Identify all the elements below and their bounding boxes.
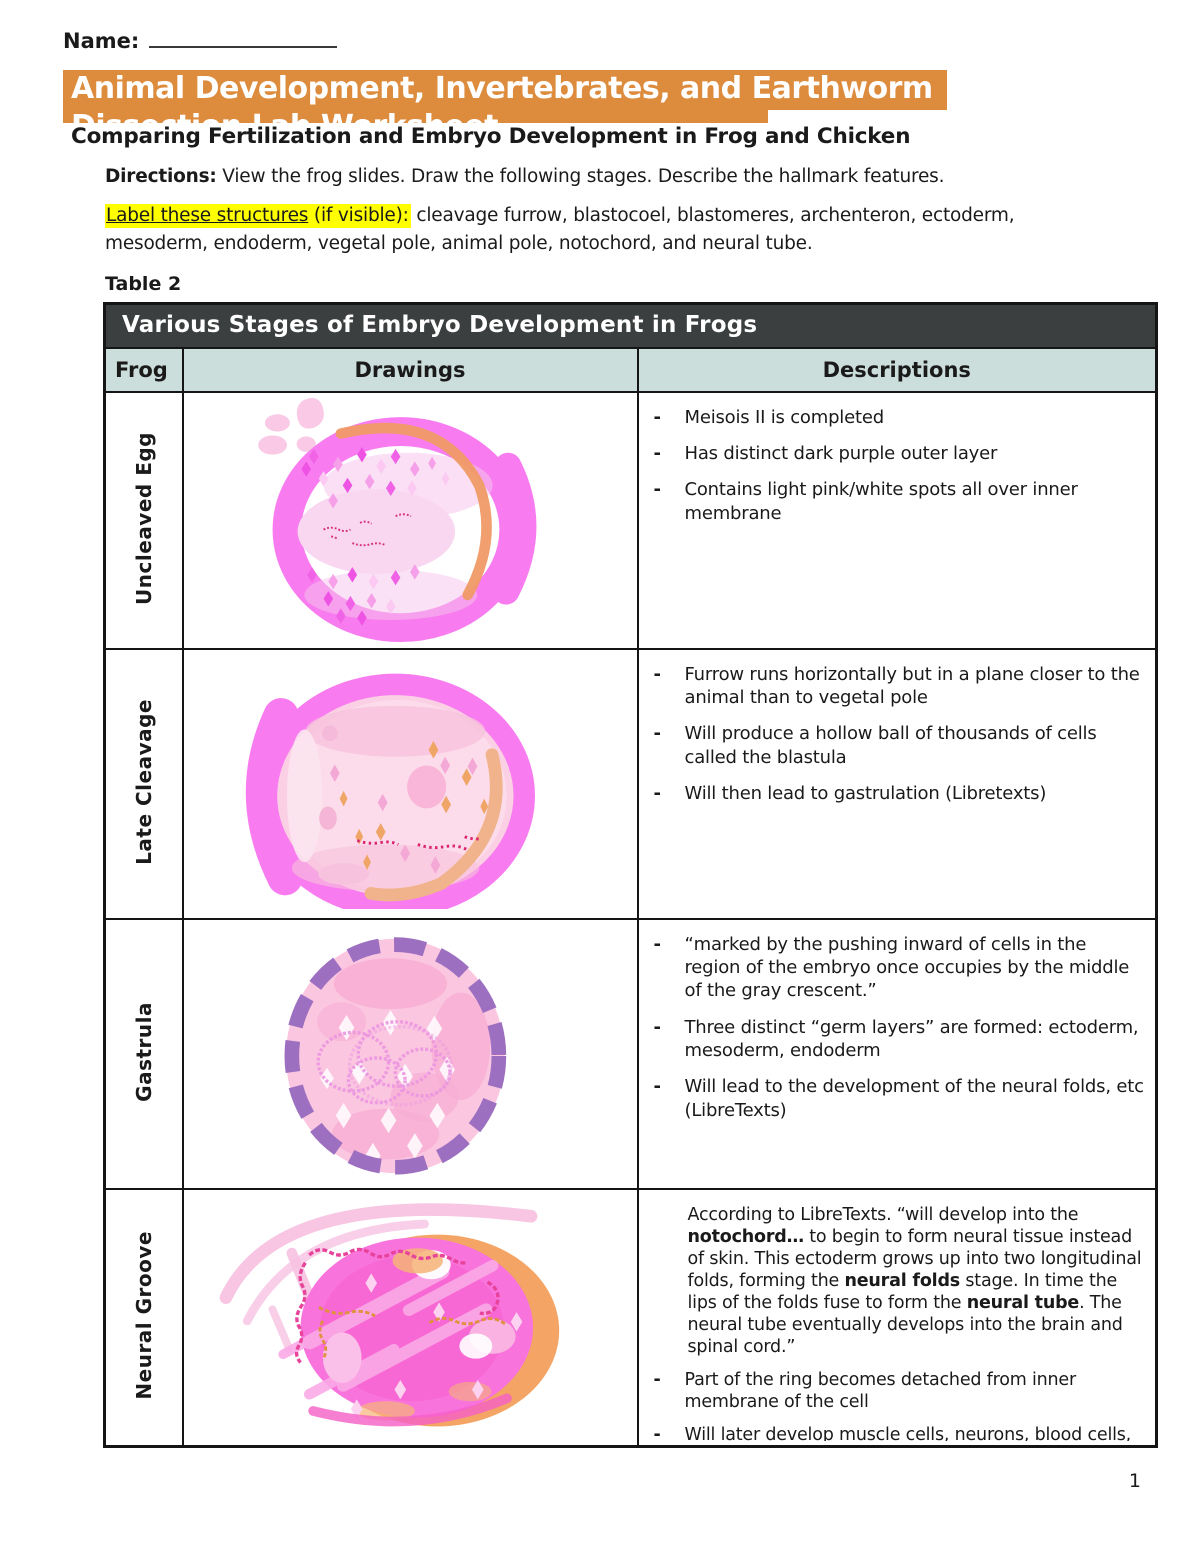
description-bullet: - Will produce a hollow ball of thousands… [653, 723, 1097, 768]
row-label-neural-groove: Neural Groove [131, 1230, 156, 1400]
neural-groove-paragraph: According to LibreTexts. “will develop i… [687, 1204, 1142, 1357]
table-caption: Table 2 [105, 272, 182, 295]
gastrula-white-diamonds [320, 1009, 455, 1168]
uncleaved-egg-drawing [258, 398, 537, 643]
description-bullet: - Meisois II is completed [653, 406, 885, 428]
label-structures-underlined: Label these structures [106, 205, 309, 226]
description-bullet: - Will lead to the development of the neu… [653, 1076, 1145, 1121]
cleavage-scribble-dots [356, 834, 481, 851]
directions-label: Directions: [105, 166, 217, 187]
gastrula-scribble-rings [316, 1019, 453, 1106]
gastrula-drawing [284, 936, 507, 1175]
main-title-line2-clipped: Dissection Lab Worksheet [63, 110, 768, 123]
page-number: 1 [1128, 1470, 1141, 1492]
cleavage-specks-pink [329, 756, 478, 874]
structures-list-text: cleavage furrow, blastocoel, blastomeres… [105, 205, 1015, 254]
directions-line: Directions: View the frog slides. Draw t… [105, 166, 1155, 187]
neural-groove-drawing [219, 1203, 560, 1427]
name-label: Name: [63, 29, 140, 53]
late-cleavage-drawing [245, 673, 535, 909]
description-bullet: - Will later develop muscle cells, neuron… [653, 1424, 1132, 1441]
egg-spots-upper [301, 446, 450, 509]
directions-text: View the frog slides. Draw the following… [216, 166, 945, 187]
description-bullet: - Contains light pink/white spots all ove… [653, 479, 1078, 524]
row-label-gastrula: Gastrula [131, 1001, 156, 1102]
egg-center-scribbles [323, 513, 412, 547]
neural-diamonds [350, 1273, 523, 1419]
description-bullet: - Furrow runs horizontally but in a plane… [653, 663, 1140, 708]
yellow-highlight: Label these structures (if visible): [105, 204, 411, 228]
main-title-line1: Animal Development, Invertebrates, and E… [63, 70, 947, 110]
column-header-frog: Frog [103, 346, 184, 393]
table-row: Neural Groove [103, 1187, 1158, 1448]
neural-crayon-orange [318, 1306, 506, 1361]
name-blank-line[interactable] [149, 28, 338, 48]
egg-spots-lower [307, 564, 420, 626]
column-header-descriptions: Descriptions [636, 346, 1158, 393]
name-field-row: Name: [63, 28, 1155, 58]
table-row: Gastrula [103, 917, 1158, 1190]
label-structures-paragraph: Label these structures (if visible): cle… [105, 202, 1110, 258]
row-label-late-cleavage: Late Cleavage [131, 698, 156, 865]
main-title: Animal Development, Invertebrates, and E… [63, 70, 1155, 123]
description-bullet: - Three distinct “germ layers” are formed… [653, 1016, 1139, 1062]
table-header-row: Frog Drawings Descriptions [103, 346, 1158, 393]
neural-crayon-pink [294, 1247, 500, 1364]
row-label-uncleaved-egg: Uncleaved Egg [131, 431, 156, 605]
section-subtitle: Comparing Fertilization and Embryo Devel… [71, 124, 919, 149]
column-header-drawings: Drawings [181, 346, 639, 393]
description-bullet: - Part of the ring becomes detached from … [653, 1369, 1077, 1412]
description-bullet: - Will then lead to gastrulation (Librete… [653, 783, 1047, 805]
description-bullet: - “marked by the pushing inward of cells … [653, 933, 1130, 1002]
label-structures-suffix: (if visible): [308, 205, 409, 226]
description-bullet: - Has distinct dark purple outer layer [653, 442, 998, 464]
table-title: Various Stages of Embryo Development in … [103, 302, 1158, 349]
embryo-stages-table: Various Stages of Embryo Development in … [103, 301, 1158, 1448]
table-row: Uncleaved Egg [103, 390, 1158, 650]
table-row: Late Cleavage [103, 647, 1158, 920]
